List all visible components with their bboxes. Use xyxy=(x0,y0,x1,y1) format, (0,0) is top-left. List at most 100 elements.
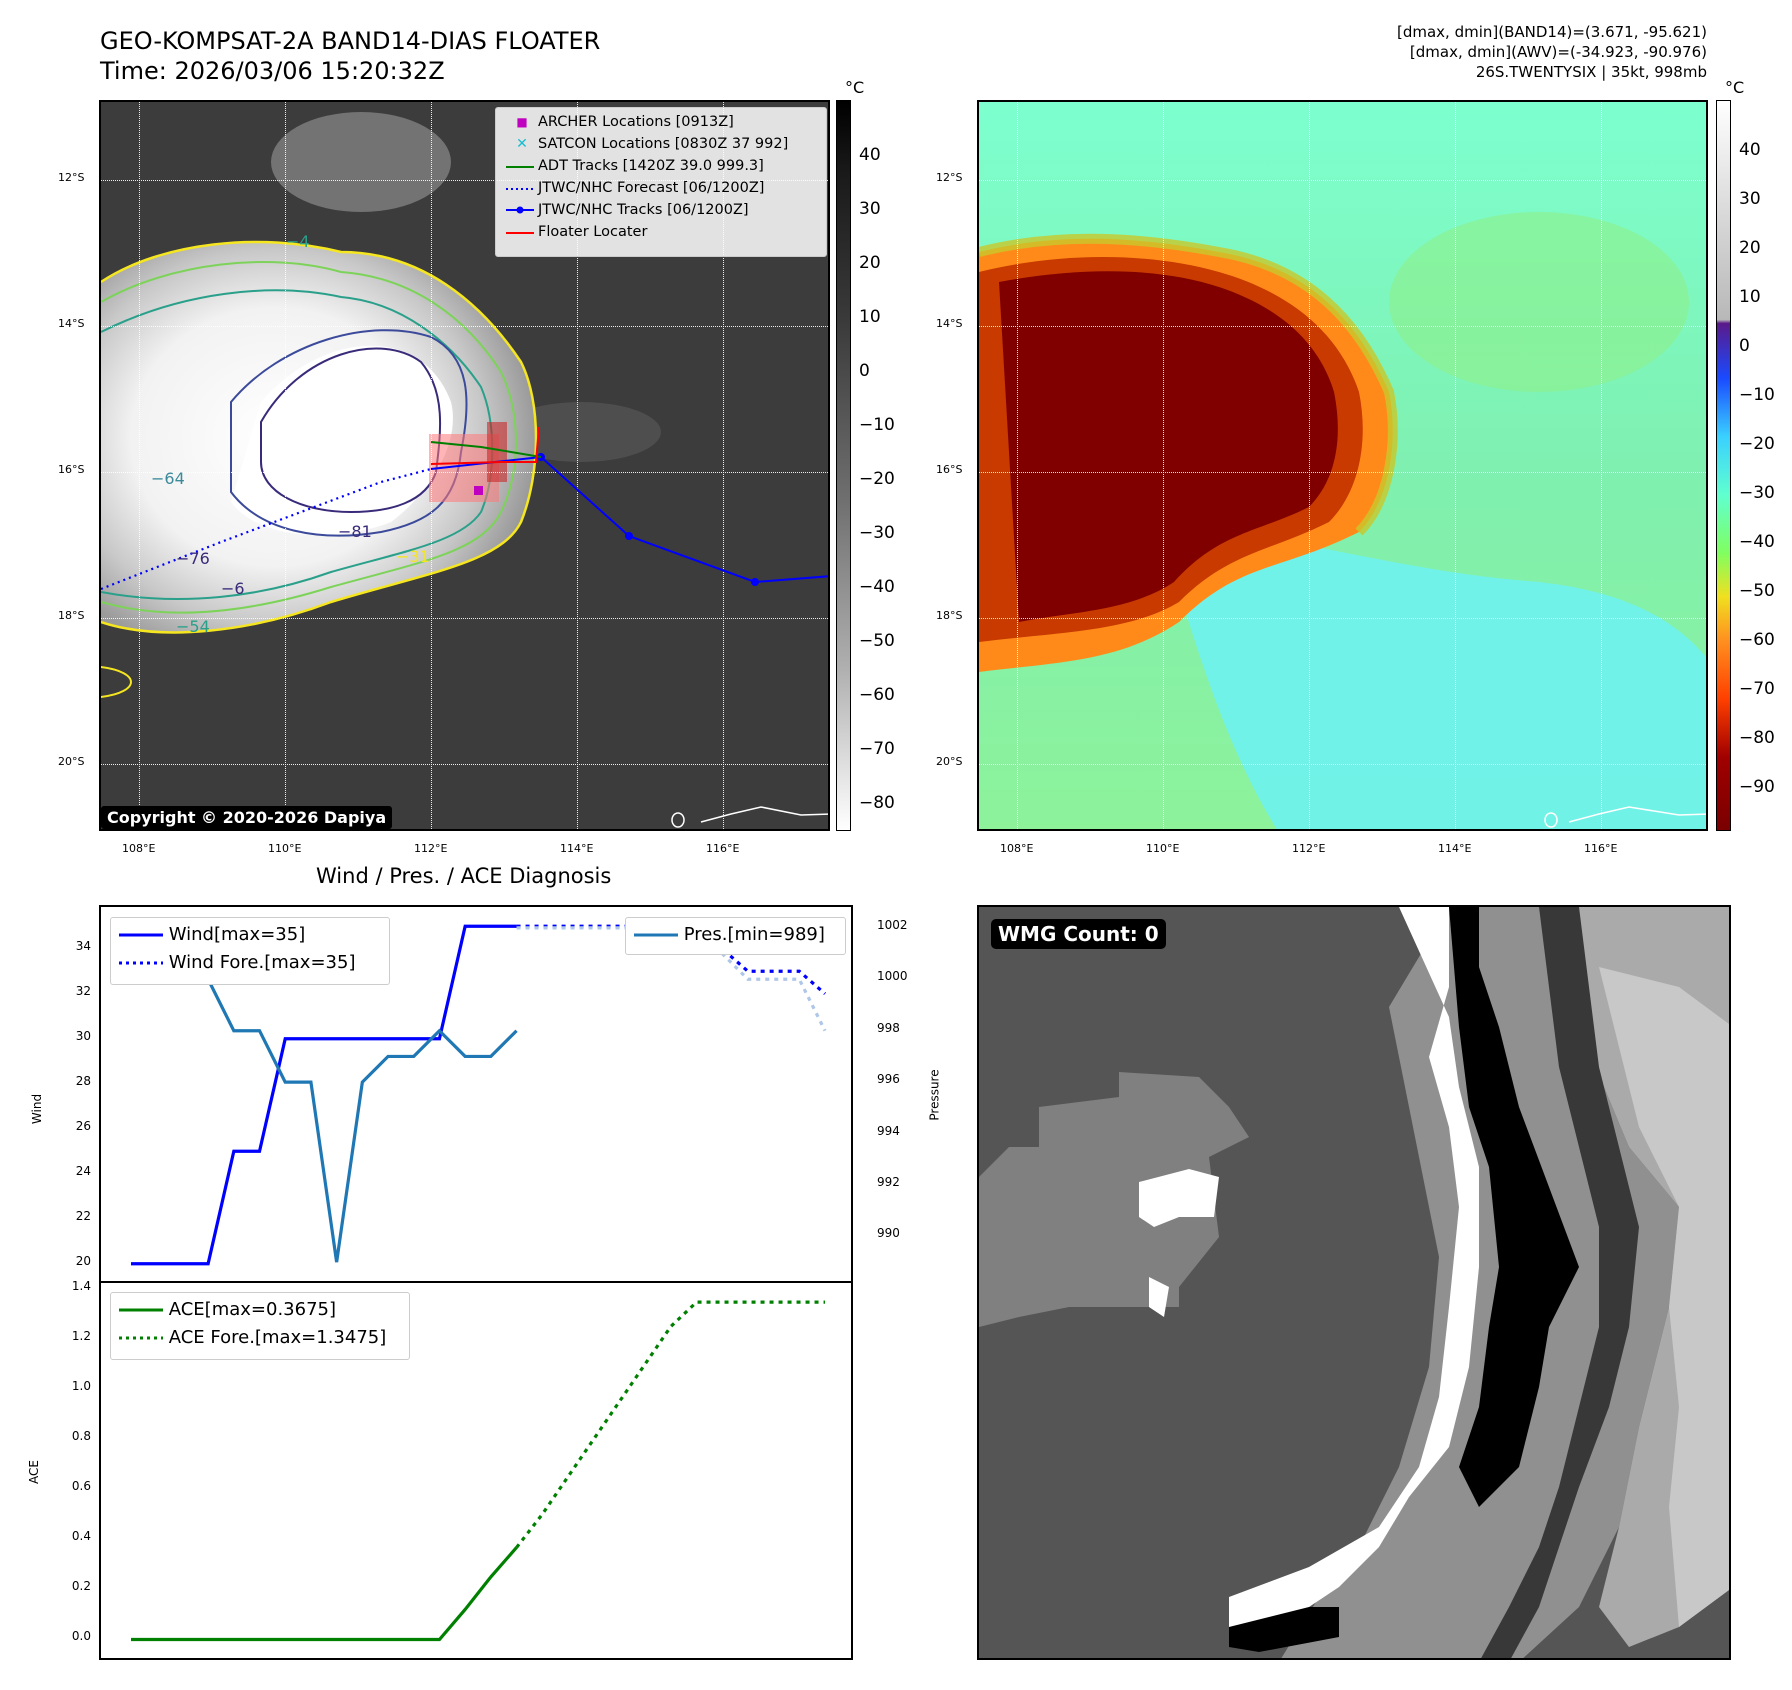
wind-tick: 22 xyxy=(75,1208,91,1223)
jtwc-forecast-track xyxy=(101,467,432,591)
ace-tick: 0.2 xyxy=(71,1579,91,1594)
figure-title: GEO-KOMPSAT-2A BAND14-DIAS FLOATER xyxy=(100,27,601,55)
wind-tick: 34 xyxy=(75,938,91,953)
contour-label: −4 xyxy=(286,232,310,251)
pressure-axis-label: Pressure xyxy=(927,1069,942,1121)
wind-tick: 28 xyxy=(75,1073,91,1088)
storm-info: 26S.TWENTYSIX | 35kt, 998mb xyxy=(1475,63,1707,81)
band14-stats: [dmax, dmin](BAND14)=(3.671, -95.621) xyxy=(1396,23,1707,41)
wmg-panel[interactable]: WMG Count: 0 xyxy=(977,905,1731,1660)
jtwc-track-point xyxy=(751,578,759,586)
legend-label: ACE[max=0.3675] xyxy=(168,1299,336,1320)
line-icon xyxy=(119,1308,163,1312)
colorbar-tick: −90 xyxy=(1739,777,1775,797)
wind-tick: 24 xyxy=(75,1163,91,1178)
map-legend: ■ ARCHER Locations [0913Z] ✕ SATCON Locati… xyxy=(495,107,827,257)
ace-tick: 1.4 xyxy=(71,1279,91,1293)
lat-label: 20°S xyxy=(58,755,85,768)
wind-tick: 26 xyxy=(75,1118,91,1133)
dotted-line-icon xyxy=(119,1336,163,1340)
contour-label: −54 xyxy=(176,617,210,636)
pressure-tick: 990 xyxy=(877,1226,900,1241)
ace-tick: 0.6 xyxy=(71,1479,91,1494)
ace-tick: 0.4 xyxy=(71,1529,91,1544)
colorbar-unit: °C xyxy=(845,78,865,97)
colorbar-tick: 20 xyxy=(859,253,881,273)
lat-label: 12°S xyxy=(936,171,963,184)
lon-label: 112°E xyxy=(1292,842,1326,855)
colorbar-tick: −50 xyxy=(859,631,895,651)
ace-legend: ACE[max=0.3675] ACE Fore.[max=1.3475] xyxy=(110,1292,410,1360)
lat-label: 14°S xyxy=(58,317,85,330)
archer-marker xyxy=(474,486,483,495)
contour-label: −76 xyxy=(176,549,210,568)
lon-label: 116°E xyxy=(1584,842,1618,855)
ir-map-panel[interactable]: −64 −81 −76 −6 −54 −31 −4 ■ ARCHER Locati… xyxy=(99,100,830,831)
lon-label: 110°E xyxy=(268,842,302,855)
lat-label: 16°S xyxy=(58,463,85,476)
ace-tick: 0.8 xyxy=(71,1429,91,1444)
legend-label: Wind[max=35] xyxy=(168,924,306,945)
wmg-image xyxy=(979,907,1729,1658)
series-line-1-1 xyxy=(515,1300,825,1549)
colorbar-tick: −60 xyxy=(1739,630,1775,650)
legend-label: JTWC/NHC Tracks [06/1200Z] xyxy=(538,202,749,218)
lon-label: 108°E xyxy=(1000,842,1034,855)
series-line-0-0 xyxy=(131,924,517,1266)
legend-label: Pres.[min=989] xyxy=(683,924,825,945)
line-icon xyxy=(506,158,538,174)
contour-label: −6 xyxy=(221,579,245,598)
pressure-tick: 998 xyxy=(877,1020,900,1035)
dotted-line-icon xyxy=(506,180,538,196)
colorbar-tick: −10 xyxy=(859,415,895,435)
line-icon xyxy=(506,224,538,240)
colorbar-unit: °C xyxy=(1725,78,1745,97)
adt-track xyxy=(430,441,542,458)
legend-label: JTWC/NHC Forecast [06/1200Z] xyxy=(538,180,765,196)
colorbar-tick: 40 xyxy=(1739,140,1761,160)
ace-tick: 1.2 xyxy=(71,1329,91,1344)
track-overlay: −64 −81 −76 −6 −54 −31 −4 xyxy=(101,232,828,636)
line-dot-icon xyxy=(506,202,538,218)
x-marker-icon: ✕ xyxy=(516,136,528,152)
lon-label: 114°E xyxy=(1438,842,1472,855)
lon-label: 114°E xyxy=(560,842,594,855)
legend-label: Floater Locater xyxy=(538,224,648,240)
lat-label: 20°S xyxy=(936,755,963,768)
colorbar-tick: 0 xyxy=(1739,336,1750,356)
colorbar-tick: 30 xyxy=(859,199,881,219)
lat-label: 18°S xyxy=(936,609,963,622)
legend-label: SATCON Locations [0830Z 37 992] xyxy=(538,136,789,152)
lon-label: 112°E xyxy=(414,842,448,855)
contour-label: −64 xyxy=(151,469,185,488)
pressure-tick: 992 xyxy=(877,1175,900,1189)
ace-axis-label: ACE xyxy=(26,1460,41,1484)
colorbar-tick: 10 xyxy=(859,307,881,327)
wmg-count-badge: WMG Count: 0 xyxy=(991,919,1166,949)
legend-label: ARCHER Locations [0913Z] xyxy=(538,114,734,130)
wind-tick: 32 xyxy=(75,983,91,998)
copyright-badge: Copyright © 2020-2026 Dapiya xyxy=(101,806,393,829)
colorbar-tick: −80 xyxy=(1739,728,1775,748)
color-colorbar xyxy=(1716,100,1731,831)
colorbar-tick: −80 xyxy=(859,793,895,813)
colorbar-tick: −20 xyxy=(1739,434,1775,454)
awv-map-panel[interactable] xyxy=(977,100,1708,831)
lon-label: 110°E xyxy=(1146,842,1180,855)
pressure-tick: 994 xyxy=(877,1123,900,1138)
lon-label: 116°E xyxy=(706,842,740,855)
colorbar-tick: 10 xyxy=(1739,287,1761,307)
diagnosis-panel[interactable]: Wind[max=35] Wind Fore.[max=35] Pres.[mi… xyxy=(99,905,853,1660)
colorbar-tick: −70 xyxy=(1739,679,1775,699)
pressure-tick: 1000 xyxy=(877,969,908,984)
wind-tick: 30 xyxy=(75,1028,91,1043)
colorbar-tick: −70 xyxy=(859,739,895,759)
colorbar-tick: −40 xyxy=(1739,532,1775,552)
legend-label: ACE Fore.[max=1.3475] xyxy=(168,1327,387,1348)
colorbar-tick: −20 xyxy=(859,469,895,489)
lat-label: 12°S xyxy=(58,171,85,184)
pressure-legend: Pres.[min=989] xyxy=(625,917,846,955)
colorbar-tick: −60 xyxy=(859,685,895,705)
colorbar-tick: −30 xyxy=(1739,483,1775,503)
diagnosis-title: Wind / Pres. / ACE Diagnosis xyxy=(316,864,612,888)
